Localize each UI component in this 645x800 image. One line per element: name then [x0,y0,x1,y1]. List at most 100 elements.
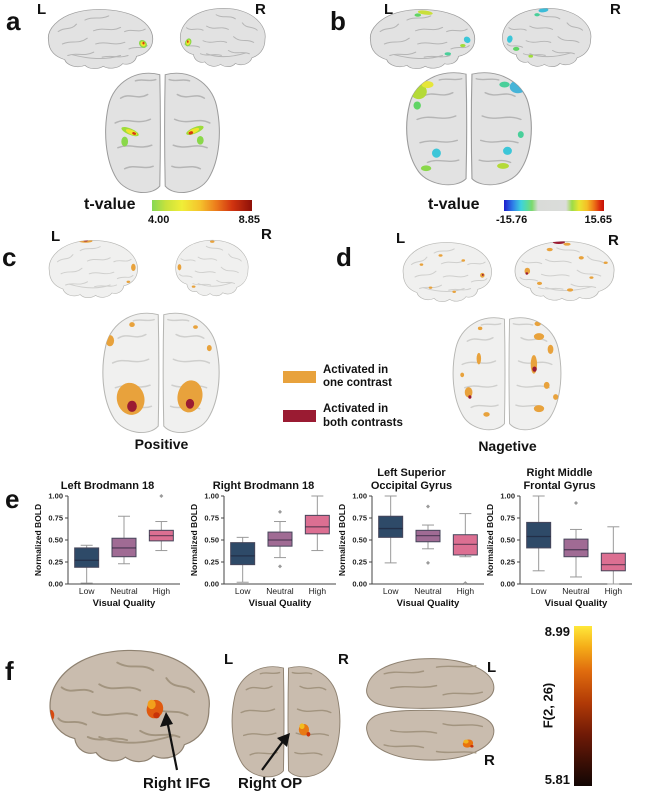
svg-text:1.00: 1.00 [48,492,63,501]
colorbar-b [504,200,604,211]
svg-text:Normalized BOLD: Normalized BOLD [485,504,495,576]
panel-f-letter: f [5,656,14,686]
svg-text:High: High [456,586,474,596]
svg-text:Normalized BOLD: Normalized BOLD [337,504,347,576]
colorbar-b-max: 15.65 [584,214,612,226]
brain-lateral-right [510,238,622,304]
svg-text:0.25: 0.25 [352,558,367,567]
chart-title: Left Brodmann 18 [60,479,155,492]
boxplot-left-superior-occipital-gyrus: Left Superior Occipital Gyrus 0.00 0.25 0.50… [334,464,489,614]
one-contrast-label: Activated in one contrast [323,364,393,390]
panel-b-left-label: L [384,1,394,18]
svg-text:0.75: 0.75 [500,514,515,523]
chart-title: Right Middle Frontal Gyrus [523,467,596,492]
panel-f-posterior-right-label: R [338,651,349,668]
colorbar-f-min: 5.81 [544,772,570,787]
colorbar-b-title: t-value [428,196,480,213]
panel-d-caption: Nagetive [478,438,537,454]
brain-axial [358,654,502,766]
legend-item-one-contrast: Activated in one contrast [283,364,411,390]
svg-text:Neutral: Neutral [414,586,442,596]
chart-title: Left Superior Occipital Gyrus [370,467,453,492]
boxplot-svg: 0.00 0.25 0.50 0.75 1.00 Low Neutral High Visual… [189,492,336,609]
svg-text:Low: Low [530,586,546,596]
panel-c-left-label: L [51,228,61,245]
svg-text:0.25: 0.25 [500,558,515,567]
svg-text:1.00: 1.00 [352,492,367,501]
brain-posterior [443,311,571,433]
svg-text:1.00: 1.00 [204,492,219,501]
boxplot-svg: 0.00 0.25 0.50 0.75 1.00 Low Neutral High Visual… [485,492,632,609]
brain-lateral-left [40,6,158,72]
svg-text:Visual Quality: Visual Quality [92,598,155,609]
svg-text:0.00: 0.00 [500,580,515,589]
boxplot-svg: 0.00 0.25 0.50 0.75 1.00 Low Neutral High Visual… [33,492,180,609]
svg-text:0.25: 0.25 [48,558,63,567]
colorbar-f-max: 8.99 [544,624,570,639]
svg-text:0.50: 0.50 [500,536,515,545]
svg-text:High: High [152,586,170,596]
svg-text:Low: Low [78,586,94,596]
svg-text:1.00: 1.00 [500,492,515,501]
brain-lateral-left [362,6,480,72]
contrast-legend: Activated in one contrast Activated in b… [283,364,411,443]
brain-lateral-left [396,239,496,305]
svg-text:0.00: 0.00 [204,580,219,589]
svg-text:Visual Quality: Visual Quality [396,598,459,609]
colorbar-a [152,200,252,211]
svg-text:Neutral: Neutral [110,586,138,596]
svg-text:0.00: 0.00 [48,580,63,589]
panel-a-right-label: R [255,1,266,18]
svg-text:0.50: 0.50 [48,536,63,545]
colorbar-a-min: 4.00 [148,214,170,226]
brain-lateral-right [176,5,272,70]
panel-a-left-label: L [37,1,47,18]
panel-d-letter: d [336,242,352,272]
brain-lateral-right [172,237,254,299]
panel-d-right-label: R [608,232,619,249]
legend-item-both-contrasts: Activated in both contrasts [283,403,411,429]
panel-f-axial-right-label: R [484,752,495,769]
chart-title: Right Brodmann 18 [212,479,315,492]
svg-text:0.50: 0.50 [204,536,219,545]
boxplot-svg: 0.00 0.25 0.50 0.75 1.00 Low Neutral High Visual… [337,492,484,609]
svg-text:0.75: 0.75 [352,514,367,523]
both-contrasts-swatch [283,410,316,423]
brain-posterior [222,660,350,780]
panel-e-letter: e [5,484,20,514]
panel-c-caption: Positive [134,436,189,452]
svg-text:0.75: 0.75 [48,514,63,523]
boxplot-right-brodmann-18: Right Brodmann 18 0.00 0.25 0.50 0.75 1.00 Low… [186,464,341,614]
colorbar-a-labels: 4.00 8.85 [148,214,260,226]
panel-c-right-label: R [261,226,272,243]
brain-posterior [95,66,230,196]
svg-text:High: High [604,586,622,596]
panel-b-letter: b [330,6,346,36]
boxplot-left-brodmann-18: Left Brodmann 18 0.00 0.25 0.50 0.75 1.00 Low N… [30,464,185,614]
brain-posterior [92,306,230,436]
panel-f-posterior-left-label: L [224,651,234,668]
svg-text:Normalized BOLD: Normalized BOLD [189,504,199,576]
colorbar-b-min: -15.76 [496,214,528,226]
colorbar-a-title: t-value [84,196,136,213]
colorbar-b-labels: -15.76 15.65 [496,214,612,226]
colorbar-f [574,626,592,786]
brain-posterior [395,66,543,188]
colorbar-f-title: F(2, 26) [540,682,556,729]
svg-text:Low: Low [382,586,398,596]
svg-text:Normalized BOLD: Normalized BOLD [33,504,43,576]
brain-lateral-right-hemisphere [42,644,222,768]
svg-text:0.50: 0.50 [352,536,367,545]
svg-text:Neutral: Neutral [266,586,294,596]
svg-text:0.25: 0.25 [204,558,219,567]
boxplot-right-middle-frontal-gyrus: Right Middle Frontal Gyrus 0.00 0.25 0.50 0.7… [482,464,637,614]
both-contrasts-label: Activated in both contrasts [323,403,403,429]
one-contrast-swatch [283,371,316,383]
svg-text:0.75: 0.75 [204,514,219,523]
brain-lateral-left [42,237,142,301]
right-ifg-annotation: Right IFG [143,775,211,792]
svg-text:High: High [308,586,326,596]
svg-text:0.00: 0.00 [352,580,367,589]
svg-text:Low: Low [234,586,250,596]
